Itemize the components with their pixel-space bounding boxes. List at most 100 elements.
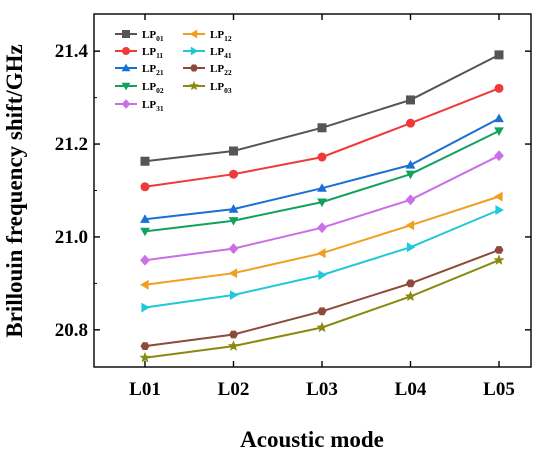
series-lp12 [140, 191, 503, 290]
series-line [144, 249, 500, 348]
series-lp41 [141, 205, 504, 313]
x-tick-label: L01 [129, 379, 161, 400]
legend-entry-lp01: LP01 [115, 29, 164, 43]
data-point [229, 169, 238, 179]
y-tick-label: 20.8 [55, 320, 88, 341]
data-point [317, 307, 327, 316]
data-point [494, 246, 504, 254]
data-point [317, 123, 327, 133]
legend-label: LP22 [210, 63, 232, 77]
data-point [495, 205, 504, 215]
legend-label: LP21 [142, 63, 164, 77]
data-point [140, 214, 150, 223]
series-layer [139, 50, 505, 363]
data-point [406, 242, 416, 253]
data-point [406, 279, 415, 288]
data-point [316, 321, 328, 333]
data-point [228, 217, 239, 226]
y-axis-ticks: 20.8 21.0 21.2 21.4 [55, 41, 531, 341]
data-point [404, 290, 417, 302]
data-point [140, 254, 150, 266]
series-line [144, 87, 500, 188]
data-point [493, 254, 505, 265]
data-point [405, 160, 416, 169]
x-tick-label: L02 [218, 379, 250, 400]
data-point [139, 351, 151, 363]
series-lp11 [140, 83, 504, 192]
data-point [229, 330, 238, 339]
legend-label: LP31 [142, 99, 164, 113]
data-point [494, 127, 504, 136]
data-point [317, 248, 326, 259]
legend-marker [121, 99, 131, 109]
series-lp01 [140, 50, 504, 166]
data-point [406, 118, 415, 128]
legend-entry-lp03: LP03 [183, 80, 232, 95]
data-point [317, 198, 327, 208]
legend-entry-lp22: LP22 [183, 63, 232, 77]
legend-entry-lp02: LP02 [115, 81, 164, 95]
data-point [140, 182, 150, 192]
data-point [405, 194, 416, 206]
y-tick-label: 21.2 [55, 134, 88, 155]
legend-label: LP11 [142, 46, 163, 60]
x-axis-ticks: L01 L02 L03 L04 L05 [129, 14, 515, 400]
data-point [227, 340, 240, 351]
series-lp21 [140, 113, 504, 223]
legend-label: LP41 [210, 46, 232, 60]
data-point [228, 204, 239, 213]
data-point [228, 268, 238, 279]
legend-entry-lp12: LP12 [183, 29, 232, 43]
series-lp03 [139, 254, 505, 363]
legend-marker [189, 29, 198, 39]
data-point [494, 150, 504, 162]
legend-label: LP01 [142, 29, 164, 43]
data-point [317, 222, 327, 234]
legend-label: LP02 [142, 81, 164, 95]
series-lp02 [140, 127, 504, 237]
legend-marker [189, 80, 199, 91]
data-point [494, 50, 504, 60]
data-point [317, 183, 327, 192]
legend-marker [122, 30, 130, 38]
legend-marker [121, 63, 131, 72]
series-lp22 [140, 246, 504, 350]
series-line [144, 154, 500, 262]
legend-marker [190, 64, 198, 72]
legend-label: LP03 [210, 81, 232, 95]
data-point [405, 170, 416, 180]
legend-entry-lp11: LP11 [115, 46, 163, 60]
series-lp31 [140, 150, 504, 266]
data-point [140, 227, 150, 237]
data-point [228, 243, 239, 254]
x-tick-label: L03 [306, 379, 338, 400]
data-point [140, 279, 149, 290]
data-point [494, 83, 504, 93]
legend-marker [190, 46, 199, 56]
data-point [229, 146, 238, 156]
data-point [494, 113, 504, 123]
data-point [494, 191, 503, 202]
x-tick-label: L05 [483, 379, 515, 400]
data-point [318, 270, 327, 280]
y-axis-title: Brillouin frequency shift/GHz [2, 44, 27, 337]
series-line [144, 54, 500, 163]
data-point [140, 342, 150, 350]
series-line [144, 195, 500, 286]
x-tick-label: L04 [395, 379, 427, 400]
data-point [405, 220, 415, 231]
data-point [317, 152, 327, 162]
data-point [140, 156, 150, 166]
x-axis-title: Acoustic mode [240, 427, 384, 452]
y-tick-label: 21.4 [55, 41, 89, 62]
legend-marker [121, 82, 131, 91]
legend-marker [122, 47, 130, 55]
legend-entry-lp41: LP41 [183, 46, 232, 60]
legend-entry-lp21: LP21 [115, 63, 164, 77]
plot-area: 20.8 21.0 21.2 21.4 L01 L02 L03 L04 L05 [55, 13, 532, 400]
data-point [406, 95, 415, 105]
y-tick-label: 21.0 [55, 227, 88, 248]
legend-label: LP12 [210, 29, 232, 43]
legend: LP01 LP11 LP21 LP02 LP31 LP12 LP41 LP22 LP03 [115, 29, 232, 113]
